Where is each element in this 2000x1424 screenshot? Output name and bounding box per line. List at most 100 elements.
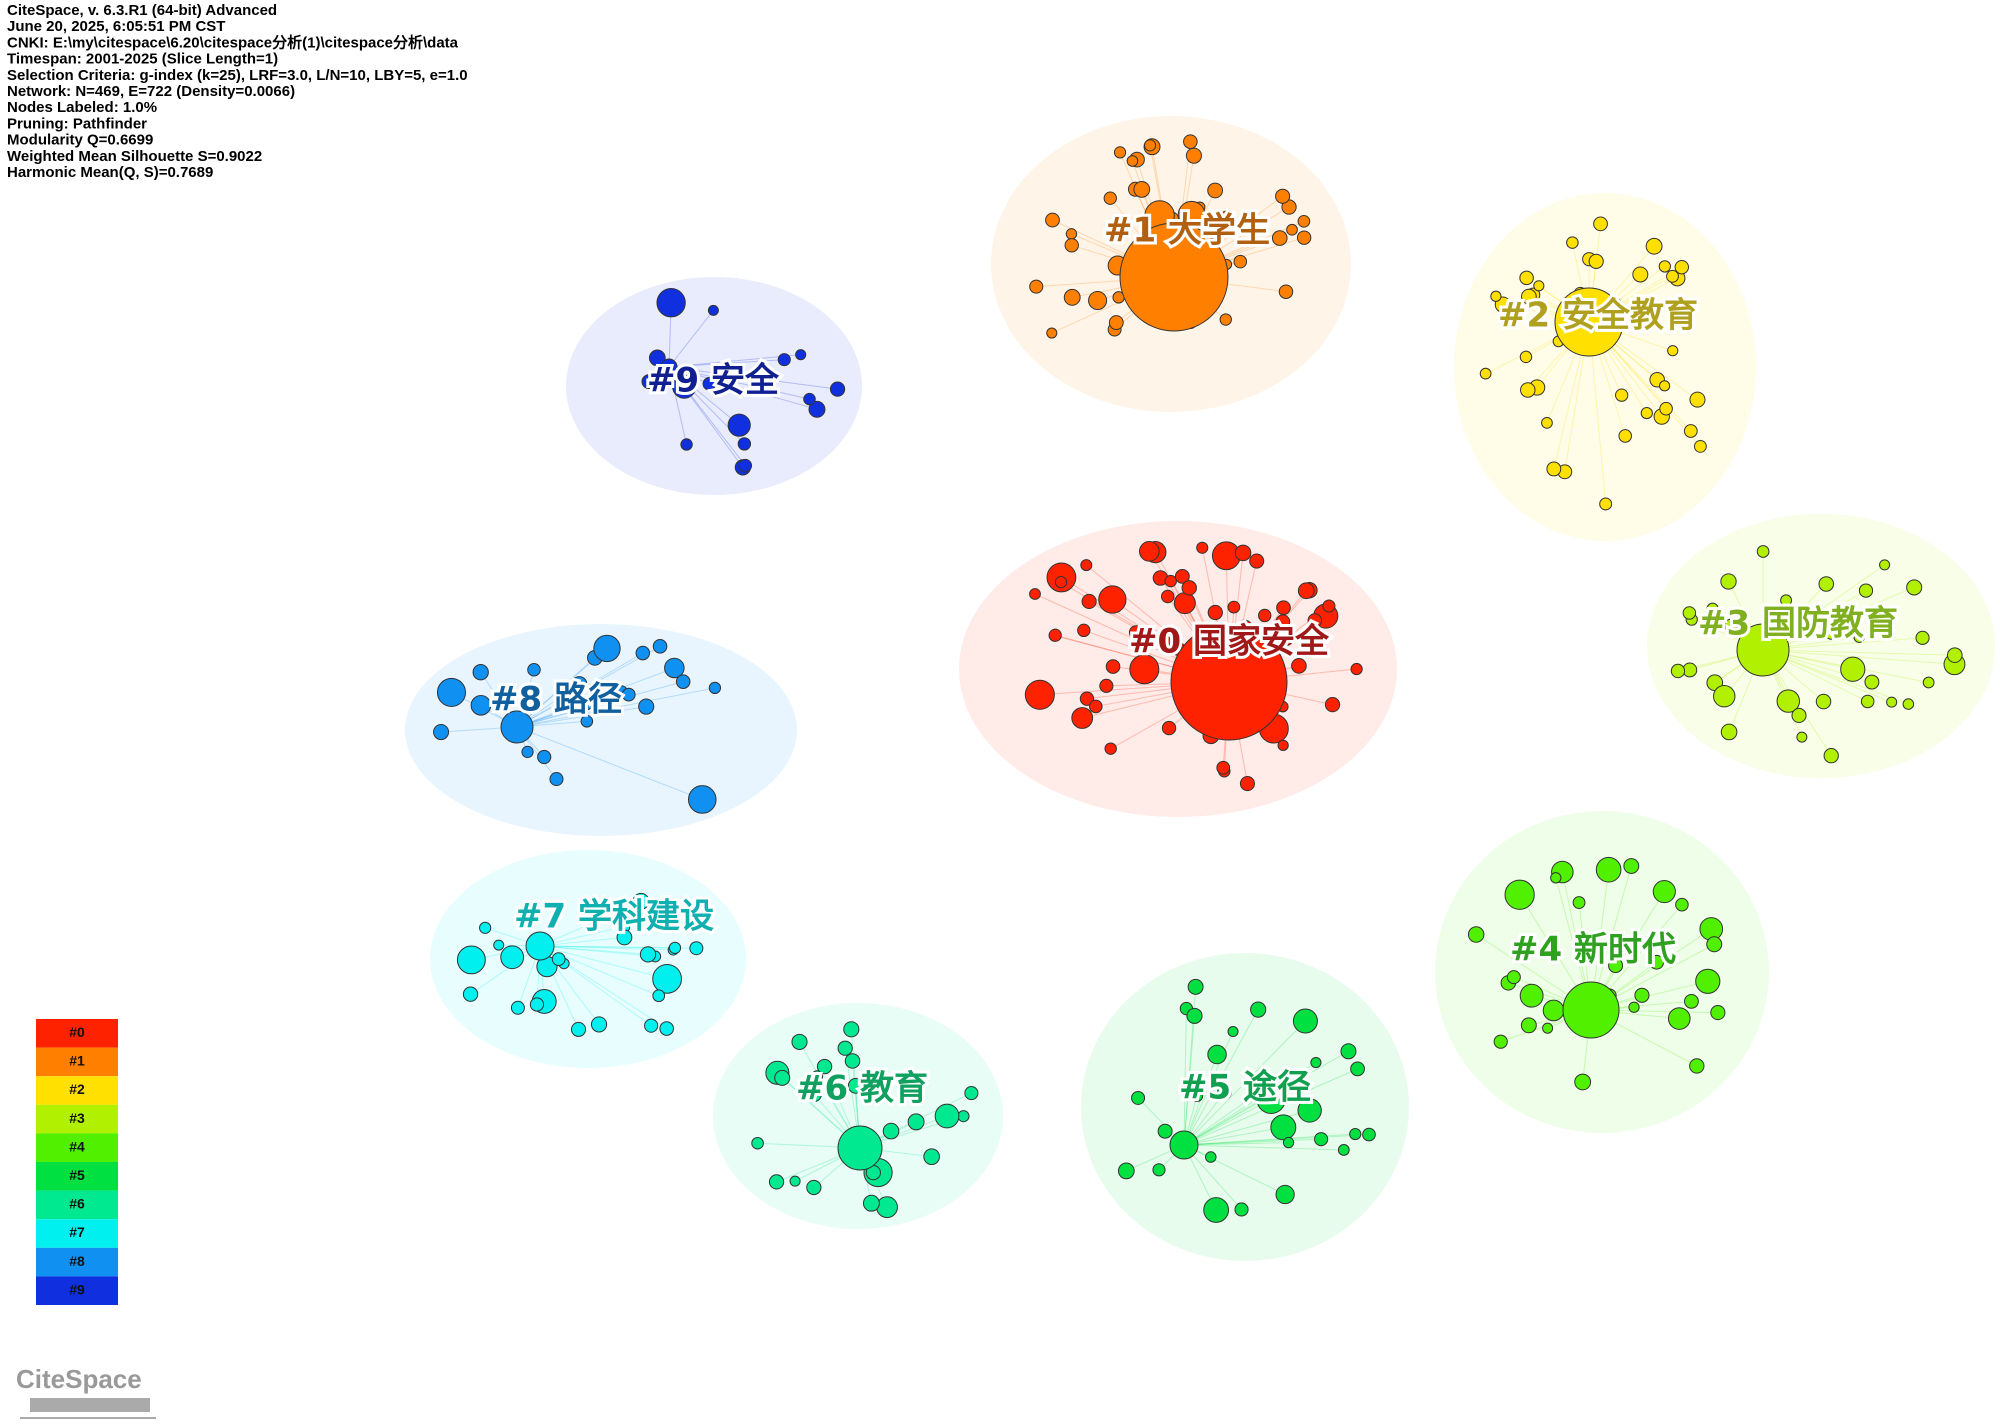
node <box>1853 631 1865 643</box>
edge <box>1183 1062 1317 1146</box>
edge <box>516 681 684 728</box>
node <box>549 772 564 787</box>
node <box>1634 987 1650 1003</box>
logo: CiteSpace <box>16 1364 156 1419</box>
node <box>652 989 666 1003</box>
node <box>1840 656 1866 682</box>
node <box>829 381 846 397</box>
node <box>1823 748 1839 764</box>
node <box>1595 856 1622 883</box>
cluster-label: #8 路径 <box>490 680 622 720</box>
node <box>876 1196 898 1219</box>
header-line: Network: N=469, E=722 (Density=0.0066) <box>7 83 295 100</box>
cluster-label: #0 国家安全 <box>1129 622 1330 662</box>
node <box>1183 134 1198 149</box>
node <box>537 749 552 765</box>
node <box>1772 604 1790 622</box>
edge <box>1183 1020 1306 1146</box>
node <box>1706 936 1723 953</box>
node <box>1649 954 1665 970</box>
node <box>529 997 545 1012</box>
node <box>1674 259 1689 275</box>
edge <box>668 359 785 368</box>
node <box>1467 926 1485 943</box>
node <box>1915 630 1930 645</box>
edge <box>1183 1142 1289 1146</box>
edge <box>1183 1015 1196 1146</box>
legend-swatch <box>36 1219 118 1248</box>
node <box>1079 691 1095 706</box>
node <box>1174 568 1190 584</box>
edge <box>1183 1144 1286 1195</box>
node <box>1088 290 1108 311</box>
node <box>1689 1058 1705 1074</box>
edge <box>1762 586 1915 651</box>
node <box>816 1058 833 1075</box>
edge <box>1183 1134 1370 1146</box>
node <box>1280 633 1294 646</box>
hub-node <box>837 1125 883 1171</box>
node <box>1048 628 1062 642</box>
node <box>1227 1025 1239 1038</box>
node <box>1670 663 1686 679</box>
edge <box>1183 1138 1322 1146</box>
node <box>1089 699 1103 714</box>
node <box>1608 958 1624 974</box>
node <box>1291 658 1307 674</box>
node <box>1161 720 1177 736</box>
node <box>1296 230 1312 245</box>
node <box>1623 858 1640 874</box>
node <box>1693 439 1707 453</box>
legend-label: #6 <box>69 1196 85 1212</box>
node <box>632 892 650 910</box>
node <box>1682 606 1697 620</box>
node <box>436 677 467 707</box>
edge <box>668 366 838 390</box>
edge <box>539 945 668 980</box>
node <box>1099 678 1114 693</box>
node <box>1277 739 1289 752</box>
edge <box>1762 649 1955 656</box>
hub-node <box>1170 623 1288 741</box>
edge <box>539 945 649 955</box>
node <box>1239 776 1255 792</box>
node <box>1292 1008 1318 1034</box>
node <box>1203 1197 1230 1223</box>
node <box>1550 872 1562 884</box>
node <box>708 681 722 695</box>
node <box>593 634 621 663</box>
hub-node <box>660 358 678 376</box>
node <box>1864 674 1880 690</box>
node <box>652 963 682 994</box>
node <box>1684 993 1699 1009</box>
node <box>934 1103 960 1129</box>
edge <box>516 657 596 728</box>
node <box>1631 314 1647 330</box>
node <box>652 639 668 654</box>
node <box>1713 684 1736 708</box>
node <box>1108 315 1124 330</box>
node <box>1227 600 1241 614</box>
node <box>1791 707 1807 723</box>
node <box>672 374 697 399</box>
node <box>1350 662 1363 676</box>
node <box>1129 654 1160 685</box>
header-info: CiteSpace, v. 6.3.R1 (64-bit) AdvancedJu… <box>7 2 468 181</box>
node <box>1566 236 1579 249</box>
node <box>791 1033 808 1050</box>
node <box>1860 694 1875 709</box>
node <box>806 1179 822 1196</box>
node <box>510 1000 525 1015</box>
edge <box>516 645 661 728</box>
cluster-label: #9 安全 <box>647 361 780 401</box>
node <box>789 1175 801 1187</box>
node <box>641 374 657 389</box>
cluster-area <box>1081 953 1409 1261</box>
hub-node <box>1169 1130 1199 1160</box>
node <box>1077 623 1091 638</box>
node <box>1186 1007 1203 1024</box>
node <box>1675 897 1689 912</box>
cluster-label: #2 安全教育 <box>1498 296 1698 336</box>
edge <box>1183 1085 1268 1146</box>
